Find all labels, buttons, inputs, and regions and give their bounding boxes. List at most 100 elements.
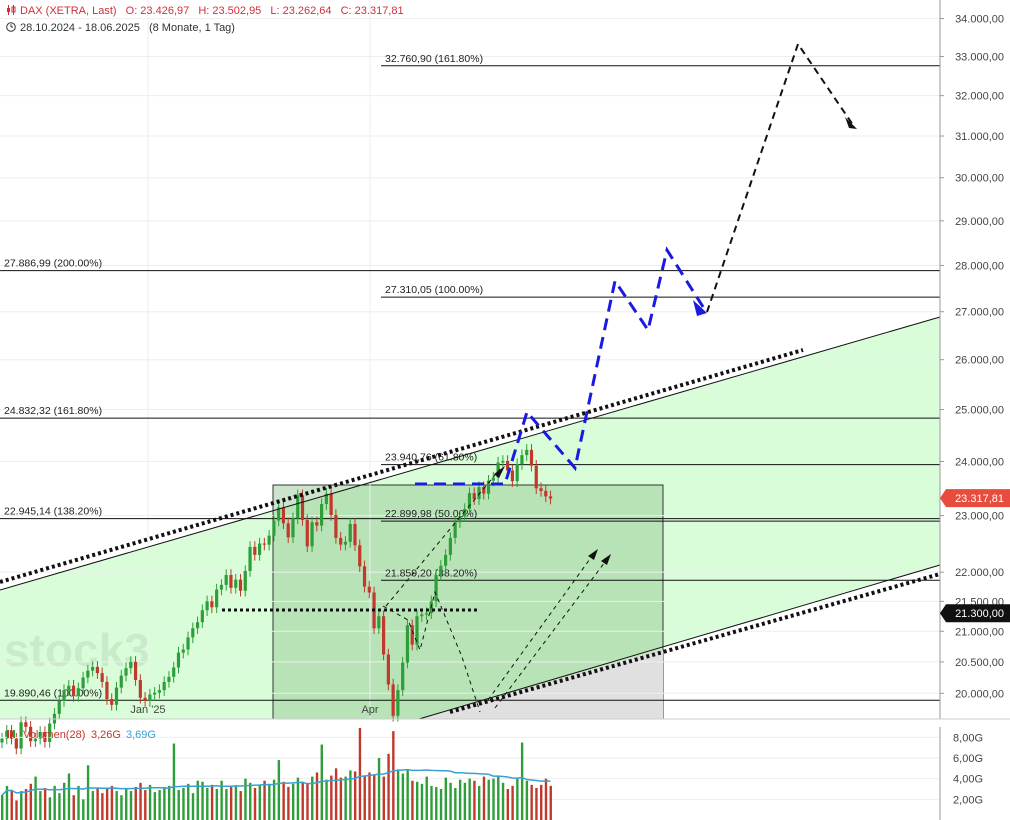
volume-bar: [196, 780, 199, 820]
volume-bar: [549, 785, 552, 820]
gridlines: [0, 0, 940, 719]
candle-up: [19, 722, 23, 749]
fib-level-label: 21.859,20 (38.20%): [385, 567, 477, 579]
candle-up: [324, 493, 328, 505]
candle-down: [544, 490, 548, 497]
uptrend-channel-area: [0, 317, 940, 719]
price-tick-label: 29.000,00: [955, 216, 1004, 228]
price-axis: 20.000,0020.500,0021.000,0021.500,0022.0…: [939, 0, 1010, 719]
upper-channel-line: [0, 316, 941, 591]
candle-up: [33, 738, 37, 742]
volume-bar: [478, 785, 481, 820]
candle-down: [539, 488, 543, 491]
volume-bar: [306, 782, 309, 820]
price-tick-label: 22.000,00: [955, 567, 1004, 579]
volume-bar: [182, 787, 185, 820]
open-value: O: 23.426,97: [125, 5, 190, 17]
volume-bar: [344, 776, 347, 820]
volume-bar: [91, 791, 95, 820]
volume-bar: [20, 791, 23, 820]
volume-bar: [368, 772, 371, 820]
candle-up: [57, 700, 61, 714]
candle-up: [486, 480, 491, 494]
volume-bar: [363, 775, 366, 820]
candle-down: [229, 575, 233, 588]
lower-trendline-dotted: [449, 572, 941, 714]
candle-down: [305, 520, 309, 547]
volume-bar: [530, 784, 533, 820]
volume-bar: [158, 790, 161, 820]
volume-bar: [435, 786, 438, 820]
candle-up: [243, 570, 247, 591]
price-tick-label: 21.000,00: [955, 626, 1004, 638]
last-price-badge: [940, 489, 1010, 508]
volume-pane: 2,00G 4,00G 6,00G 8,00G Volumen(28) 3,26G 3…: [0, 727, 983, 820]
volume-tick-label: 8,00G: [953, 732, 983, 744]
volume-bar: [506, 789, 510, 820]
volume-bar: [420, 783, 424, 820]
volume-bar: [43, 787, 47, 820]
candle-up: [525, 449, 529, 456]
volume-bar: [86, 765, 90, 820]
price-tick-label: 33.000,00: [955, 52, 1004, 64]
candle-down: [506, 460, 510, 471]
candle-up: [215, 589, 219, 608]
volume-bar: [320, 744, 323, 820]
fib-level-label: 24.832,32 (161.80%): [4, 405, 102, 417]
volume-bar: [115, 791, 118, 820]
candle-down: [24, 722, 28, 727]
candle-down: [286, 523, 290, 538]
candle-up: [248, 546, 252, 571]
projection-drawings: [0, 41, 941, 720]
scenario-arrow-1: [385, 468, 501, 607]
marked-level-label: 21.300,00: [955, 608, 1004, 620]
volume-bar: [225, 789, 228, 820]
volume-axis: 2,00G 4,00G 6,00G 8,00G: [939, 727, 983, 820]
candle-down: [334, 515, 338, 538]
volume-bar: [454, 787, 457, 820]
volume-bar: [501, 782, 505, 820]
volume-bar: [401, 773, 405, 820]
volume-bar: [96, 787, 99, 820]
volume-bar: [63, 782, 66, 820]
volume-color-swatch: [7, 730, 9, 738]
price-tick-label: 32.000,00: [955, 91, 1004, 103]
candle-up: [277, 507, 281, 521]
candle-up: [501, 460, 505, 463]
volume-bar: [134, 786, 137, 820]
price-tick-label: 26.000,00: [955, 355, 1004, 367]
blue-arrowhead: [693, 300, 707, 316]
candle-up: [434, 575, 438, 602]
candle-up: [181, 649, 185, 653]
candle-down: [315, 522, 319, 526]
candle-down: [143, 697, 147, 701]
candle-down: [14, 738, 18, 749]
candle-up: [420, 614, 424, 617]
candle-up: [296, 495, 300, 519]
volume-tick-label: 4,00G: [953, 774, 983, 786]
volume-bar: [291, 783, 295, 820]
candle-down: [472, 493, 476, 500]
time-tick-label: Apr: [361, 704, 378, 716]
chart-header: DAX (XETRA, Last) O: 23.426,97 H: 23.502…: [6, 5, 404, 17]
volume-bar: [301, 781, 304, 820]
candle-down: [548, 496, 553, 499]
candle-up: [453, 522, 457, 538]
volume-bar: [144, 790, 147, 820]
fib-level-label: 32.760,90 (161.80%): [385, 53, 483, 65]
fib-level-label: 22.899,98 (50.00%): [385, 508, 477, 520]
candle-down: [100, 673, 104, 682]
volume-bar: [110, 785, 114, 820]
volume-bar: [34, 776, 37, 820]
volume-bar: [72, 795, 75, 820]
candle-up: [272, 520, 276, 536]
price-tick-label: 20.500,00: [955, 657, 1004, 669]
volume-bar: [277, 760, 281, 820]
candle-down: [110, 699, 114, 705]
high-value: H: 23.502,95: [198, 5, 262, 17]
candle-down: [253, 546, 257, 555]
candle-up: [162, 681, 166, 691]
low-value: L: 23.262,64: [270, 5, 332, 17]
volume-bar: [497, 776, 500, 820]
